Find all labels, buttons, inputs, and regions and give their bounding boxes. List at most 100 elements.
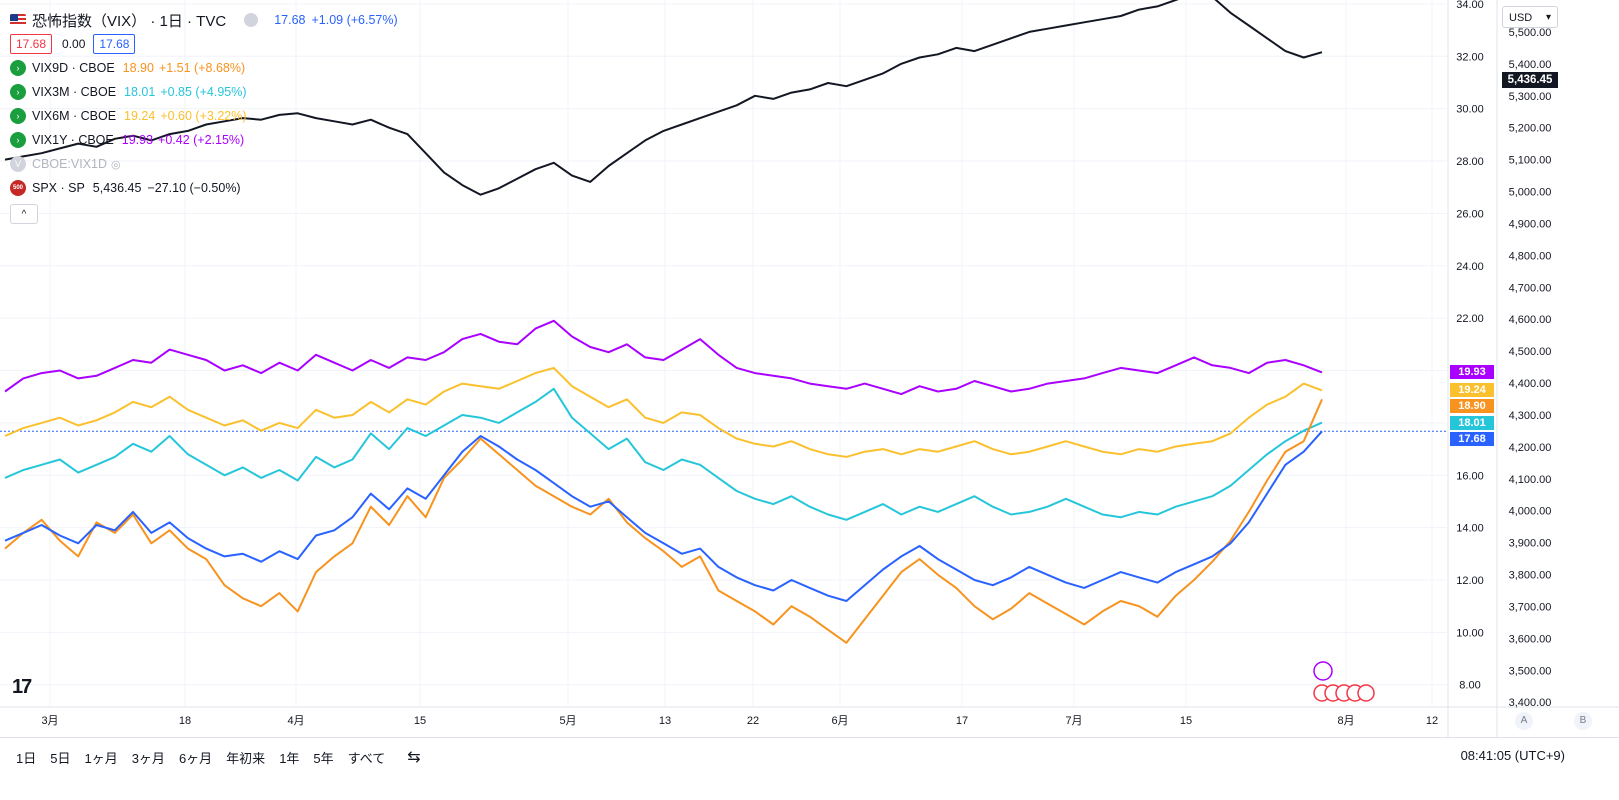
ohlc-close-box: 17.68 xyxy=(93,34,136,54)
bottom-toolbar: 1日 5日 1ヶ月 3ヶ月 6ヶ月 年初来 1年 5年 すべて ⇆ 08:41:05 (UTC+… xyxy=(0,737,1619,776)
range-button[interactable]: 5年 xyxy=(313,750,334,766)
legend-symbol-name: VIX3M · CBOE xyxy=(32,85,117,99)
spx-change: −27.10 (−0.50%) xyxy=(147,181,241,195)
legend-row-series[interactable]: › VIX1Y · CBOE 19.93 +0.42 (+2.15%) xyxy=(10,128,398,152)
ohlc-row: 17.68 0.00 17.68 xyxy=(10,32,398,56)
time-axis-tick-label: 13 xyxy=(659,715,671,727)
eye-off-icon[interactable]: ◎ xyxy=(111,158,121,171)
series-line[interactable] xyxy=(4,398,1323,644)
symbol-arrow-icon: › xyxy=(10,132,26,148)
last-value-tag: 19.24 xyxy=(1450,383,1494,398)
right-axis-tick-label: 5,200.00 xyxy=(1509,123,1552,135)
symbol-arrow-icon: › xyxy=(10,108,26,124)
currency-select[interactable]: USD xyxy=(1502,6,1558,29)
range-button[interactable]: すべて xyxy=(347,750,386,766)
legend-value: 18.01 xyxy=(124,85,156,99)
right-axis-tick-label: 5,400.00 xyxy=(1509,59,1552,71)
spx-last-price-tag: 5,436.45 xyxy=(1502,72,1558,88)
spx-symbol-name: SPX · SP xyxy=(32,181,85,195)
time-axis-tick-label: 15 xyxy=(1180,715,1192,727)
time-axis-tick-label: 8月 xyxy=(1337,715,1354,727)
legend-symbol-name: VIX6M · CBOE xyxy=(32,109,117,123)
right-axis-tick-label: 4,700.00 xyxy=(1509,282,1552,294)
right-axis-tick-label: 4,600.00 xyxy=(1509,314,1552,326)
right-axis-tick-label: 3,500.00 xyxy=(1509,665,1552,677)
legend-change: +0.60 (+3.22%) xyxy=(160,109,247,123)
right-axis-tick-label: 3,700.00 xyxy=(1509,601,1552,613)
range-button[interactable]: 年初来 xyxy=(226,750,266,766)
economic-event-flag-icon[interactable] xyxy=(1357,684,1375,702)
collapse-legend-button[interactable]: ^ xyxy=(10,204,38,224)
symbol-arrow-icon: › xyxy=(10,84,26,100)
left-axis-tick-label: 10.00 xyxy=(1456,627,1484,639)
last-value-tag: 17.68 xyxy=(1450,431,1494,446)
left-axis-tick-label: 24.00 xyxy=(1456,261,1484,273)
us-flag-icon xyxy=(10,14,26,26)
scale-toggle[interactable]: B xyxy=(1574,712,1592,730)
visibility-icon[interactable] xyxy=(244,13,259,27)
clock-display[interactable]: 08:41:05 (UTC+9) xyxy=(1460,748,1565,763)
legend-row-series[interactable]: › VIX6M · CBOE 19.24 +0.60 (+3.22%) xyxy=(10,104,398,128)
left-axis-tick-label: 12.00 xyxy=(1456,575,1484,587)
main-symbol-title[interactable]: 恐怖指数（VIX） · 1日 · TVC xyxy=(32,12,227,30)
legend-row-vix1d[interactable]: V CBOE:VIX1D ◎ xyxy=(10,152,398,176)
range-button[interactable]: 6ヶ月 xyxy=(178,750,213,766)
time-axis-tick-label: 17 xyxy=(956,715,968,727)
right-axis-tick-label: 3,900.00 xyxy=(1509,538,1552,550)
right-axis-tick-label: 3,800.00 xyxy=(1509,570,1552,582)
legend-value: 18.90 xyxy=(122,61,154,75)
time-axis-tick-label: 5月 xyxy=(559,715,576,727)
time-axis-tick-label: 22 xyxy=(747,715,759,727)
ohlc-open-box: 17.68 xyxy=(10,34,53,54)
right-axis-tick-label: 4,800.00 xyxy=(1509,250,1552,262)
right-axis-tick-label: 4,100.00 xyxy=(1509,474,1552,486)
left-axis-tick-label: 32.00 xyxy=(1456,51,1484,63)
tradingview-logo-icon: 17 xyxy=(12,676,32,698)
series-line[interactable] xyxy=(4,0,1323,196)
range-button[interactable]: 3ヶ月 xyxy=(131,750,165,766)
last-value-tag: 19.93 xyxy=(1450,365,1494,380)
legend-change: +0.42 (+2.15%) xyxy=(158,133,245,147)
right-axis-tick-label: 4,000.00 xyxy=(1509,506,1552,518)
hidden-symbol-icon: V xyxy=(10,156,26,172)
range-button[interactable]: 1ヶ月 xyxy=(84,750,118,766)
last-value-tag: 18.01 xyxy=(1450,415,1494,430)
right-axis-tick-label: 5,500.00 xyxy=(1509,27,1552,39)
auto-scale-toggle[interactable]: A xyxy=(1515,712,1533,730)
spx-icon: 500 xyxy=(10,180,26,196)
main-symbol-row[interactable]: 恐怖指数（VIX） · 1日 · TVC 17.68 +1.09 (+6.57%… xyxy=(10,8,398,32)
right-axis-tick-label: 4,300.00 xyxy=(1509,410,1552,422)
range-button[interactable]: 1日 xyxy=(16,750,37,766)
right-axis-tick-label: 3,400.00 xyxy=(1509,697,1552,709)
right-axis-tick-label: 5,000.00 xyxy=(1509,187,1552,199)
time-axis-tick-label: 3月 xyxy=(41,715,58,727)
range-button[interactable]: 1年 xyxy=(279,750,300,766)
right-axis-tick-label: 4,200.00 xyxy=(1509,442,1552,454)
left-axis-tick-label: 34.00 xyxy=(1456,0,1484,11)
legend-symbol-name: VIX9D · CBOE xyxy=(32,61,115,75)
time-axis-tick-label: 6月 xyxy=(831,715,848,727)
time-axis-tick-label: 12 xyxy=(1426,715,1438,727)
right-axis-tick-label: 4,900.00 xyxy=(1509,218,1552,230)
right-axis-tick-label: 3,600.00 xyxy=(1509,633,1552,645)
time-axis-tick-label: 15 xyxy=(414,715,426,727)
right-axis-tick-label: 5,300.00 xyxy=(1509,91,1552,103)
legend-row-spx[interactable]: 500 SPX · SP 5,436.45 −27.10 (−0.50%) xyxy=(10,176,398,200)
last-value-tag: 18.90 xyxy=(1450,399,1494,414)
left-axis-tick-label: 16.00 xyxy=(1456,470,1484,482)
dividend-event-icon[interactable] xyxy=(1313,661,1333,681)
series-line[interactable] xyxy=(4,387,1323,521)
legend-row-series[interactable]: › VIX9D · CBOE 18.90 +1.51 (+8.68%) xyxy=(10,56,398,80)
legend-change: +1.51 (+8.68%) xyxy=(158,61,246,75)
right-axis-tick-label: 5,100.00 xyxy=(1509,155,1552,167)
legend-row-series[interactable]: › VIX3M · CBOE 18.01 +0.85 (+4.95%) xyxy=(10,80,398,104)
spx-value: 5,436.45 xyxy=(92,181,142,195)
legend-panel: 恐怖指数（VIX） · 1日 · TVC 17.68 +1.09 (+6.57%… xyxy=(10,8,398,224)
series-line[interactable] xyxy=(4,430,1323,602)
legend-value: 19.24 xyxy=(124,109,156,123)
range-button[interactable]: 5日 xyxy=(50,750,71,766)
series-line[interactable] xyxy=(4,319,1323,396)
series-line[interactable] xyxy=(4,366,1323,458)
left-axis-tick-label: 26.00 xyxy=(1456,208,1484,220)
date-range-calendar-icon[interactable]: ⇆ xyxy=(407,749,421,766)
